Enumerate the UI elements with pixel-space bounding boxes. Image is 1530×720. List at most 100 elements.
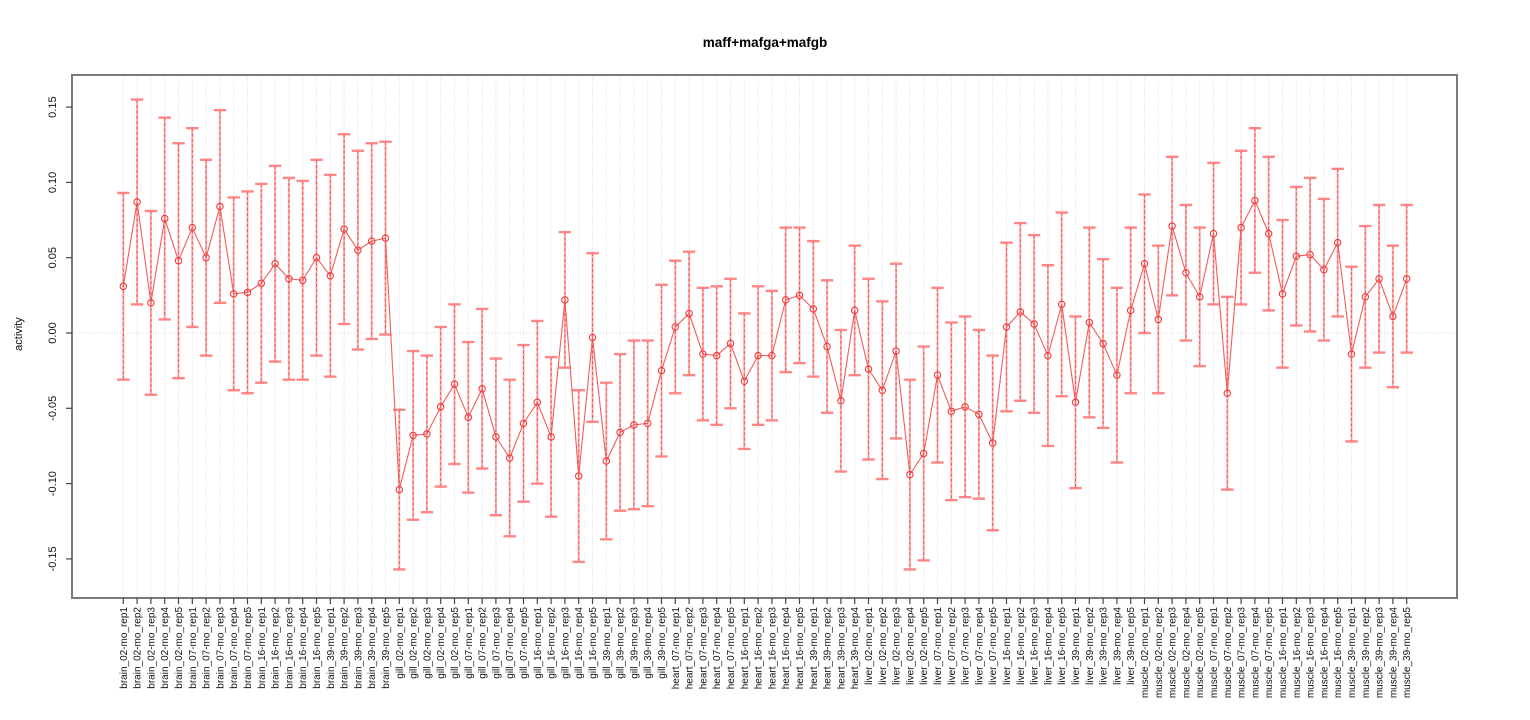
x-tick-label: heart_16-mo_rep2	[754, 607, 765, 690]
data-point	[216, 202, 224, 211]
data-point	[809, 305, 818, 313]
x-tick-label: heart_39-mo_rep2	[823, 607, 834, 690]
x-tick-label: liver_16-mo_rep1	[1002, 607, 1013, 685]
data-point	[616, 428, 624, 437]
data-point	[1389, 312, 1397, 321]
x-tick-label: muscle_07-mo_rep2	[1223, 607, 1234, 699]
x-tick-label: gill_02-mo_rep3	[422, 607, 433, 679]
data-point	[685, 309, 693, 318]
x-tick-label: muscle_16-mo_rep4	[1319, 607, 1330, 699]
data-point	[823, 342, 831, 351]
data-point	[340, 225, 348, 233]
x-tick-label: gill_16-mo_rep2	[547, 607, 558, 679]
data-point	[1071, 398, 1080, 407]
data-point	[160, 214, 169, 223]
x-tick-label: muscle_16-mo_rep5	[1333, 607, 1344, 699]
x-tick-label: heart_07-mo_rep3	[698, 607, 709, 690]
data-point	[505, 454, 514, 462]
x-tick-label: brain_39-mo_rep2	[340, 607, 351, 689]
data-point	[533, 398, 542, 407]
data-point	[768, 351, 776, 360]
x-tick-label: heart_16-mo_rep3	[767, 607, 778, 690]
data-point	[1126, 306, 1135, 315]
series-line	[122, 199, 1408, 490]
x-tick-label: brain_07-mo_rep5	[243, 607, 254, 689]
x-tick-label: brain_39-mo_rep4	[367, 607, 378, 689]
data-point	[423, 430, 431, 438]
data-point	[726, 339, 735, 348]
data-point	[1016, 308, 1025, 316]
x-tick-label: brain_16-mo_rep3	[284, 607, 295, 689]
data-point	[574, 472, 583, 480]
data-point	[354, 246, 362, 254]
x-tick-label: heart_39-mo_rep4	[850, 607, 861, 690]
data-point	[961, 403, 969, 411]
plot-border	[71, 74, 1458, 599]
data-point	[850, 306, 859, 315]
y-tick-label: 0.10	[47, 172, 59, 193]
data-point	[699, 350, 707, 358]
x-tick-label: muscle_39-mo_rep2	[1361, 607, 1372, 699]
data-point	[395, 485, 404, 494]
data-point	[1209, 229, 1218, 238]
data-point	[1375, 275, 1383, 283]
y-tick-label: 0.15	[47, 96, 59, 117]
x-tick-label: muscle_07-mo_rep3	[1237, 607, 1248, 699]
data-point	[1113, 371, 1121, 379]
x-tick-label: heart_07-mo_rep2	[685, 607, 696, 690]
data-point	[492, 433, 500, 441]
data-point	[1085, 318, 1094, 327]
data-point	[892, 347, 900, 355]
data-point	[367, 237, 376, 245]
x-tick-label: muscle_02-mo_rep4	[1181, 607, 1192, 699]
data-point	[740, 377, 749, 385]
data-point	[436, 403, 445, 411]
x-tick-label: liver_16-mo_rep2	[1016, 607, 1027, 685]
figure-title: maff+mafga+mafgb	[702, 35, 828, 50]
data-point	[1182, 269, 1190, 277]
data-point	[712, 351, 721, 360]
data-point	[1333, 238, 1342, 247]
x-tick-label: muscle_16-mo_rep1	[1278, 607, 1289, 699]
x-tick-label: brain_16-mo_rep4	[298, 607, 309, 689]
x-tick-label: gill_02-mo_rep1	[395, 607, 406, 679]
x-tick-label: gill_07-mo_rep1	[464, 607, 475, 679]
x-tick-label: gill_02-mo_rep2	[409, 607, 420, 679]
x-tick-label: muscle_02-mo_rep5	[1195, 607, 1206, 699]
data-point	[657, 366, 666, 375]
x-tick-label: liver_39-mo_rep1	[1071, 607, 1082, 685]
x-tick-label: heart_39-mo_rep1	[809, 607, 820, 690]
x-tick-label: heart_16-mo_rep5	[795, 607, 806, 690]
x-tick-label: liver_02-mo_rep5	[919, 607, 930, 685]
x-tick-label: liver_07-mo_rep2	[947, 607, 958, 685]
x-tick-label: heart_16-mo_rep4	[781, 607, 792, 690]
x-tick-label: muscle_02-mo_rep2	[1154, 607, 1165, 699]
data-point	[409, 431, 417, 440]
x-tick-label: heart_07-mo_rep1	[671, 607, 682, 690]
data-point	[975, 410, 983, 419]
data-point	[1223, 389, 1232, 397]
data-point	[1278, 290, 1287, 298]
data-point	[1140, 259, 1149, 268]
data-point	[174, 256, 183, 265]
data-point	[119, 282, 128, 291]
data-point	[1264, 229, 1273, 238]
data-point	[1306, 250, 1314, 259]
x-tick-label: heart_07-mo_rep5	[726, 607, 737, 690]
x-tick-label: brain_02-mo_rep5	[174, 607, 185, 689]
x-tick-label: gill_16-mo_rep5	[588, 607, 599, 679]
data-point	[133, 198, 141, 206]
x-tick-label: brain_02-mo_rep4	[160, 607, 171, 689]
x-tick-label: heart_16-mo_rep1	[740, 607, 751, 690]
x-tick-label: muscle_16-mo_rep2	[1292, 607, 1303, 699]
x-tick-label: gill_39-mo_rep3	[629, 607, 640, 679]
x-tick-label: heart_39-mo_rep3	[836, 607, 847, 690]
data-point	[933, 371, 942, 379]
data-point	[1030, 320, 1038, 328]
data-point	[285, 275, 293, 283]
data-point	[781, 296, 790, 304]
x-tick-label: liver_02-mo_rep1	[864, 607, 875, 685]
x-tick-label: gill_07-mo_rep3	[491, 607, 502, 679]
x-tick-label: muscle_39-mo_rep1	[1347, 607, 1358, 699]
data-point	[519, 419, 528, 428]
